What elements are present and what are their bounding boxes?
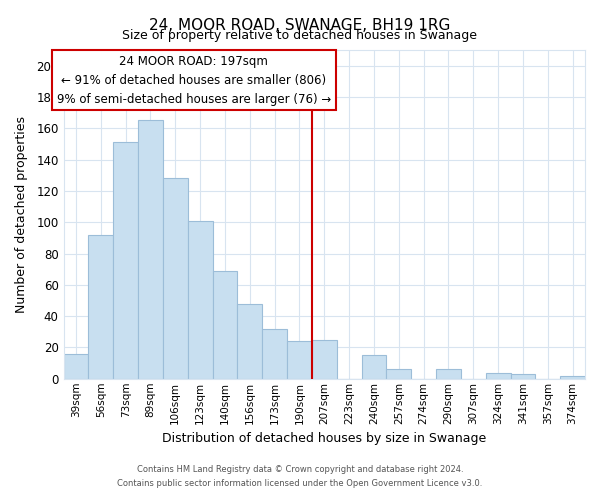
Bar bbox=[436, 370, 461, 379]
Text: Contains HM Land Registry data © Crown copyright and database right 2024.
Contai: Contains HM Land Registry data © Crown c… bbox=[118, 466, 482, 487]
Text: 24 MOOR ROAD: 197sqm
← 91% of detached houses are smaller (806)
9% of semi-detac: 24 MOOR ROAD: 197sqm ← 91% of detached h… bbox=[57, 54, 331, 106]
Bar bbox=[312, 340, 337, 379]
X-axis label: Distribution of detached houses by size in Swanage: Distribution of detached houses by size … bbox=[162, 432, 487, 445]
Bar bbox=[485, 372, 511, 379]
Bar bbox=[238, 304, 262, 379]
Y-axis label: Number of detached properties: Number of detached properties bbox=[15, 116, 28, 313]
Bar bbox=[287, 341, 312, 379]
Text: Size of property relative to detached houses in Swanage: Size of property relative to detached ho… bbox=[122, 29, 478, 42]
Bar bbox=[560, 376, 585, 379]
Bar bbox=[163, 178, 188, 379]
Bar bbox=[511, 374, 535, 379]
Bar bbox=[88, 234, 113, 379]
Bar bbox=[64, 354, 88, 379]
Bar bbox=[386, 370, 411, 379]
Bar bbox=[138, 120, 163, 379]
Bar bbox=[262, 328, 287, 379]
Bar bbox=[113, 142, 138, 379]
Bar bbox=[362, 356, 386, 379]
Bar bbox=[188, 220, 212, 379]
Bar bbox=[212, 270, 238, 379]
Text: 24, MOOR ROAD, SWANAGE, BH19 1RG: 24, MOOR ROAD, SWANAGE, BH19 1RG bbox=[149, 18, 451, 32]
